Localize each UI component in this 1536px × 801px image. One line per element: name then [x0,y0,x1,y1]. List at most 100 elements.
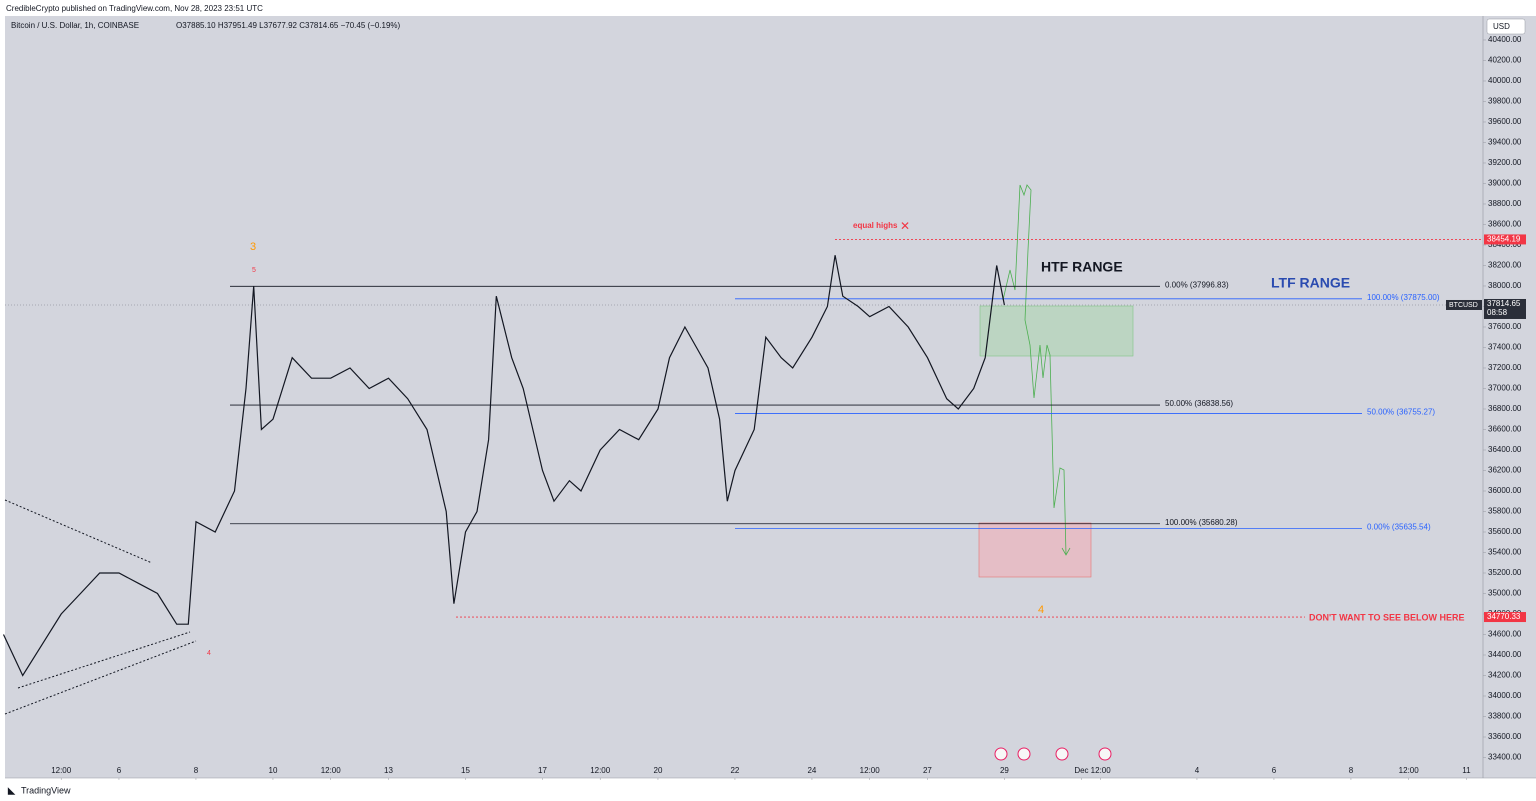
y-tick-label: 35600.00 [1488,527,1522,536]
annotation-warning: DON'T WANT TO SEE BELOW HERE [1309,612,1464,622]
y-tick-label: 38200.00 [1488,261,1522,270]
price-axis-background [1483,16,1536,778]
y-tick-label: 34200.00 [1488,671,1522,680]
x-tick-label: 27 [923,766,932,775]
level-label: 50.00% (36838.56) [1165,399,1233,408]
event-icon[interactable] [1055,747,1069,761]
y-tick-label: 35800.00 [1488,507,1522,516]
last-price-tag [1484,298,1526,319]
event-icon[interactable] [1098,747,1112,761]
event-icon[interactable] [1017,747,1031,761]
y-tick-label: 34600.00 [1488,630,1522,639]
y-tick-label: 35000.00 [1488,589,1522,598]
x-tick-label: 20 [654,766,663,775]
y-tick-label: 36800.00 [1488,404,1522,413]
level-label: 0.00% (35635.54) [1367,522,1431,531]
y-tick-label: 37000.00 [1488,384,1522,393]
x-tick-label: 12:00 [860,766,881,775]
annotation-equal-highs: equal highs [853,221,898,230]
x-tick-label: 17 [538,766,547,775]
triangle-upper [4,499,153,564]
y-tick-label: 35200.00 [1488,568,1522,577]
y-tick-label: 38000.00 [1488,281,1522,290]
annotation-ltf: LTF RANGE [1271,275,1350,291]
y-tick-label: 39800.00 [1488,97,1522,106]
symbol-tag [1446,299,1482,310]
y-tick-label: 39600.00 [1488,117,1522,126]
y-tick-label: 38600.00 [1488,220,1522,229]
y-tick-label: 40200.00 [1488,56,1522,65]
event-icon[interactable] [994,747,1008,761]
x-tick-label: 24 [807,766,816,775]
target-zone [978,522,1092,578]
countdown-label: 08:58 [1487,308,1508,317]
price-tag [1484,234,1526,245]
x-tick-label: 12:00 [590,766,611,775]
logo-mark: ◣ [7,785,16,795]
price-tag [1484,612,1526,623]
publish-header: CredibleCrypto published on TradingView.… [6,4,263,13]
y-tick-label: 38400.00 [1488,240,1522,249]
x-tick-label: 12:00 [51,766,72,775]
x-tick-label: 22 [730,766,739,775]
y-tick-label: 33400.00 [1488,753,1522,762]
y-tick-label: 39400.00 [1488,138,1522,147]
y-tick-label: 33600.00 [1488,732,1522,741]
level-label: 100.00% (37875.00) [1367,293,1440,302]
x-tick-label: 6 [1272,766,1277,775]
y-tick-label: 40400.00 [1488,35,1522,44]
plot-background [5,16,1483,778]
y-tick-label: 35400.00 [1488,548,1522,557]
y-tick-label: 37400.00 [1488,343,1522,352]
x-tick-label: 29 [1000,766,1009,775]
y-tick-label: 33800.00 [1488,712,1522,721]
y-tick-label: 34000.00 [1488,691,1522,700]
demand-zone [979,305,1134,357]
y-tick-label: 38800.00 [1488,199,1522,208]
symbol-tag-label: BTCUSD [1449,302,1478,309]
y-tick-label: 40000.00 [1488,76,1522,85]
wave-label: 3 [250,241,256,253]
level-label: 0.00% (37996.83) [1165,280,1229,289]
price-tag-label: 38454.19 [1487,235,1521,244]
wave-label: 5 [252,267,256,274]
wave-label: 4 [1038,604,1044,616]
x-tick-label: 12:00 [321,766,342,775]
x-tick-label: 13 [384,766,393,775]
x-tick-label: 12:00 [1399,766,1420,775]
y-tick-label: 36600.00 [1488,425,1522,434]
x-tick-label: 8 [1349,766,1354,775]
y-tick-label: 39200.00 [1488,158,1522,167]
x-tick-label: Dec [1074,766,1088,775]
x-tick-label: 12:00 [1091,766,1112,775]
x-tick-label: 11 [1462,766,1471,775]
x-tick-label: 4 [1195,766,1200,775]
projected-path [1002,184,1067,556]
last-price-label: 37814.65 [1487,299,1521,308]
y-tick-label: 36000.00 [1488,486,1522,495]
x-tick-label: 10 [269,766,278,775]
y-tick-label: 39000.00 [1488,179,1522,188]
price-line [2,255,1005,677]
projected-arrow [1061,547,1071,556]
symbol-title: Bitcoin / U.S. Dollar, 1h, COINBASE [11,21,139,30]
annotation-x-mark: ✕ [900,219,910,233]
x-tick-label: 8 [194,766,199,775]
currency-button[interactable] [1486,18,1526,35]
y-tick-label: 36200.00 [1488,466,1522,475]
ohlc-legend: O37885.10 H37951.49 L37677.92 C37814.65 … [176,21,401,30]
y-tick-label: 37600.00 [1488,322,1522,331]
annotation-htf: HTF RANGE [1041,259,1123,275]
wave-label: 4 [207,650,211,657]
footer-brand: TradingView [21,785,71,795]
y-tick-label: 34400.00 [1488,650,1522,659]
y-tick-label: 37200.00 [1488,363,1522,372]
currency-label[interactable]: USD [1493,22,1510,31]
level-label: 100.00% (35680.28) [1165,518,1238,527]
level-label: 50.00% (36755.27) [1367,408,1435,417]
y-tick-label: 36400.00 [1488,445,1522,454]
x-tick-label: 6 [117,766,122,775]
price-tag-label: 34770.33 [1487,612,1521,621]
x-tick-label: 15 [461,766,470,775]
